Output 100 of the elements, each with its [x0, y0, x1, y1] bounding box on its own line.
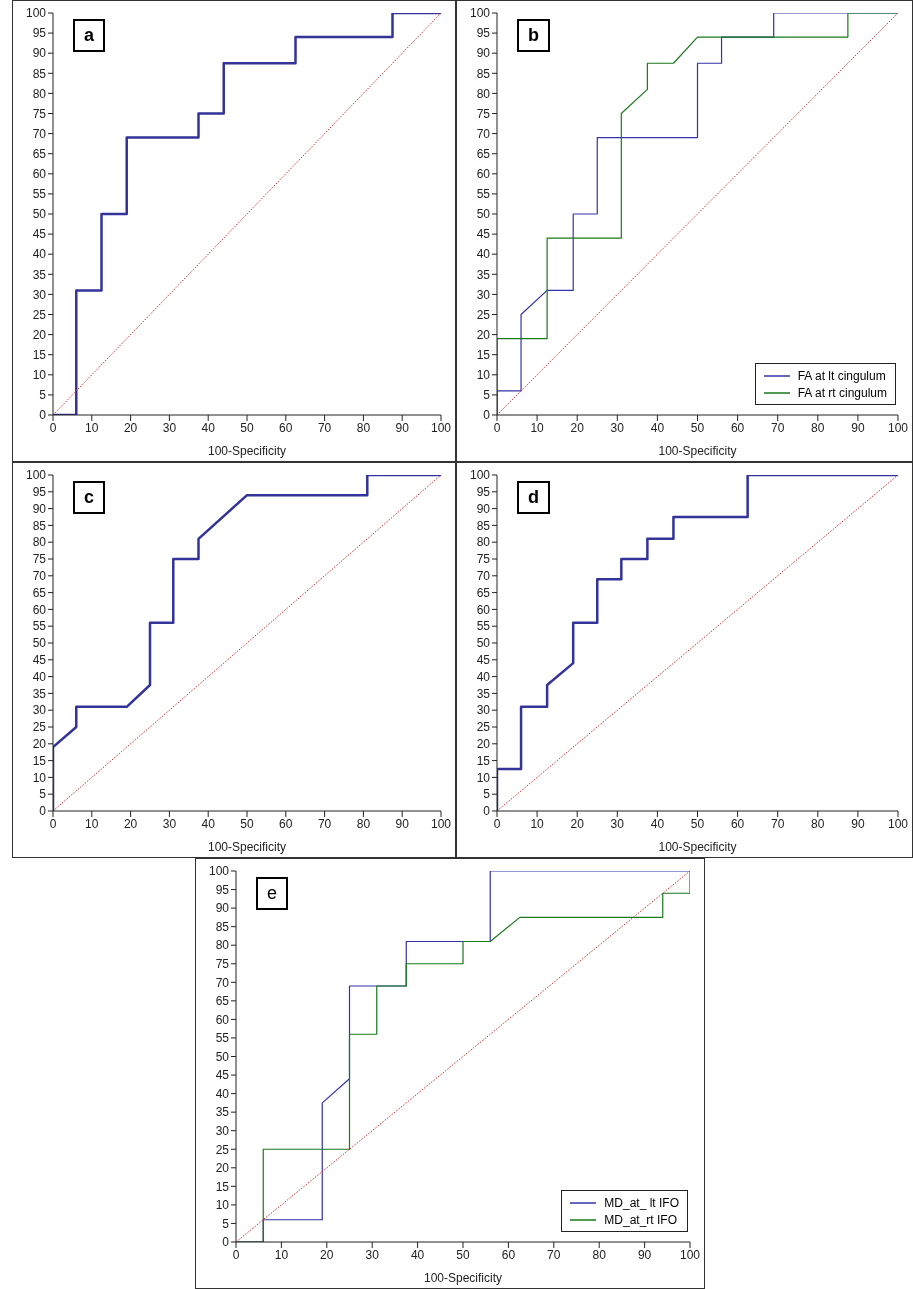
y-tick-label: 35 — [32, 686, 47, 701]
y-tick-label: 85 — [32, 66, 47, 81]
x-tick-label: 10 — [530, 816, 545, 831]
y-tick-label: 25 — [476, 307, 491, 322]
annotation: b — [517, 19, 550, 52]
y-tick-label: 20 — [476, 737, 491, 752]
x-tick-label: 30 — [365, 1247, 380, 1262]
y-tick-label: 5 — [483, 787, 491, 802]
x-tick-label: 40 — [201, 420, 216, 435]
x-tick-label: 20 — [123, 816, 138, 831]
x-tick-label: 100 — [430, 816, 452, 831]
x-tick-label: 60 — [279, 816, 293, 831]
y-tick-label: 30 — [476, 703, 491, 718]
y-tick-label: 20 — [32, 737, 47, 752]
y-tick-label: 30 — [215, 1123, 230, 1138]
y-tick-label: 40 — [215, 1086, 230, 1101]
x-tick-label: 30 — [162, 816, 177, 831]
y-tick-label: 50 — [215, 1049, 230, 1064]
x-tick-label: 100 — [679, 1247, 701, 1262]
x-tick-label: 30 — [610, 816, 625, 831]
x-tick-label: 90 — [395, 816, 410, 831]
y-tick-label: 10 — [32, 368, 47, 383]
x-tick-label: 70 — [771, 816, 785, 831]
x-tick-label: 90 — [851, 816, 865, 831]
y-tick-label: 60 — [32, 167, 47, 182]
y-tick-label: 40 — [32, 247, 47, 262]
x-tick-label: 50 — [240, 420, 254, 435]
x-tick-label: 10 — [274, 1247, 289, 1262]
x-tick-label: 20 — [570, 816, 585, 831]
y-tick-label: 80 — [32, 535, 47, 550]
x-axis-title: 100-Specificity — [658, 444, 737, 458]
x-tick-label: 50 — [456, 1247, 470, 1262]
y-tick-label: 5 — [222, 1216, 230, 1231]
y-tick-label: 95 — [32, 26, 47, 41]
y-tick-label: 20 — [476, 327, 491, 342]
y-tick-label: 45 — [32, 227, 47, 242]
x-tick-label: 70 — [317, 420, 332, 435]
y-tick-label: 100 — [25, 468, 47, 483]
y-tick-label: 85 — [476, 518, 491, 533]
y-tick-label: 45 — [32, 653, 47, 668]
y-tick-label: 35 — [32, 267, 47, 282]
y-tick-label: 95 — [476, 485, 491, 500]
x-tick-label: 100 — [887, 420, 909, 435]
x-tick-label: 60 — [279, 420, 293, 435]
x-tick-label: 0 — [493, 420, 501, 435]
y-tick-label: 5 — [483, 388, 491, 403]
y-tick-label: 40 — [476, 669, 491, 684]
x-tick-label: 10 — [530, 420, 545, 435]
y-tick-label: 90 — [215, 901, 230, 916]
y-tick-label: 80 — [215, 938, 230, 953]
y-tick-label: 100 — [208, 864, 230, 879]
x-axis-title: 100-Specificity — [423, 1271, 503, 1285]
x-tick-label: 50 — [240, 816, 254, 831]
x-tick-label: 30 — [610, 420, 625, 435]
x-tick-label: 70 — [547, 1247, 561, 1262]
y-tick-label: 65 — [215, 994, 230, 1009]
y-tick-label: 75 — [32, 106, 47, 121]
x-tick-label: 30 — [162, 420, 177, 435]
annotation: c — [73, 481, 106, 514]
y-tick-label: 100 — [25, 6, 47, 21]
y-tick-label: 35 — [476, 267, 491, 282]
x-tick-label: 80 — [592, 1247, 607, 1262]
x-tick-label: 50 — [690, 420, 705, 435]
x-tick-label: 60 — [730, 420, 745, 435]
y-tick-label: 10 — [476, 770, 491, 785]
y-tick-label: 100 — [469, 468, 491, 483]
y-tick-label: 80 — [476, 535, 491, 550]
y-tick-label: 55 — [32, 619, 47, 634]
x-axis-title: 100-Specificity — [658, 840, 737, 854]
x-tick-label: 20 — [320, 1247, 334, 1262]
y-tick-label: 70 — [476, 569, 491, 584]
annotation: a — [73, 19, 106, 52]
annotation: d — [517, 481, 550, 514]
y-tick-label: 75 — [476, 552, 491, 567]
x-tick-label: 90 — [851, 420, 865, 435]
y-tick-label: 85 — [476, 66, 491, 81]
y-tick-label: 25 — [215, 1142, 230, 1157]
x-tick-label: 80 — [356, 420, 371, 435]
y-tick-label: 25 — [476, 720, 491, 735]
y-tick-label: 95 — [476, 26, 491, 41]
y-tick-label: 75 — [476, 106, 491, 121]
y-tick-label: 90 — [32, 501, 47, 516]
y-tick-label: 25 — [32, 307, 47, 322]
y-tick-label: 30 — [32, 703, 47, 718]
y-tick-label: 0 — [483, 804, 491, 819]
y-tick-label: 50 — [32, 636, 47, 651]
y-tick-label: 45 — [476, 227, 491, 242]
x-tick-label: 50 — [690, 816, 705, 831]
y-tick-label: 40 — [476, 247, 491, 262]
y-tick-label: 20 — [215, 1161, 230, 1176]
x-tick-label: 80 — [811, 420, 825, 435]
y-tick-label: 70 — [32, 569, 47, 584]
y-tick-label: 85 — [32, 518, 47, 533]
y-tick-label: 70 — [215, 975, 230, 990]
y-tick-label: 90 — [32, 46, 47, 61]
y-tick-label: 50 — [476, 207, 491, 222]
y-tick-label: 20 — [32, 327, 47, 342]
x-tick-label: 40 — [650, 420, 665, 435]
x-tick-label: 20 — [123, 420, 138, 435]
y-tick-label: 65 — [32, 585, 47, 600]
